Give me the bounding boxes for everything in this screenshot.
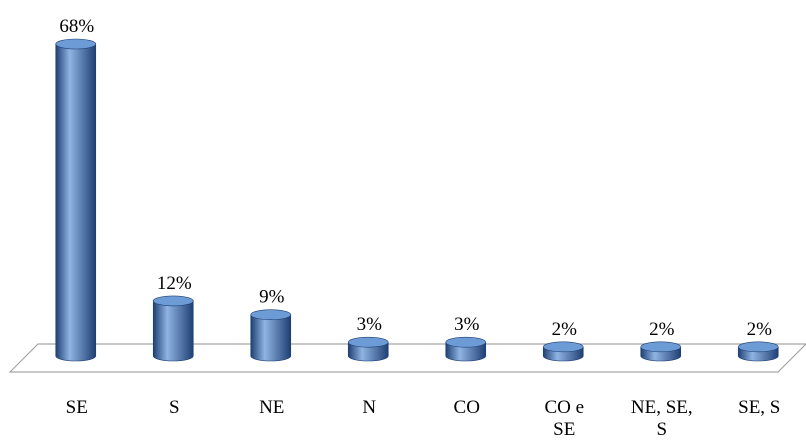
category-label: N (362, 397, 376, 418)
bar (152, 295, 194, 362)
category-label: SE (66, 397, 88, 418)
bars (55, 38, 779, 362)
data-label: 2% (552, 319, 578, 340)
bar-body (347, 341, 389, 362)
data-label: 9% (259, 287, 285, 308)
bar-top (55, 38, 97, 50)
chart-floor (8, 343, 806, 373)
bar-top (542, 341, 584, 353)
data-label: 68% (59, 16, 94, 37)
bar (55, 38, 97, 362)
bar-top (445, 336, 487, 348)
bar (445, 336, 487, 362)
data-label: 2% (747, 319, 773, 340)
bar-top (737, 341, 779, 353)
category-label: S (656, 419, 667, 440)
bar-body (250, 314, 292, 362)
category-label: CO e (544, 397, 584, 418)
category-label: SE (553, 419, 575, 440)
data-labels: 68% 12% 9% 3% 3% 2% 2% 2% (59, 16, 772, 340)
bar-body (55, 43, 97, 362)
bar-top (250, 309, 292, 321)
floor-plane (8, 343, 806, 373)
bar (250, 309, 292, 362)
bar (347, 336, 389, 362)
data-label: 3% (357, 314, 383, 335)
bar-top (152, 295, 194, 307)
bar-body (445, 341, 487, 362)
bar (542, 341, 584, 362)
bar (737, 341, 779, 362)
data-label: 2% (649, 319, 675, 340)
category-label: SE, S (738, 397, 780, 418)
category-label: NE, SE, (631, 397, 693, 418)
data-label: 3% (454, 314, 480, 335)
category-label: S (169, 397, 180, 418)
bar-body (152, 300, 194, 362)
category-label: NE (259, 397, 284, 418)
bar-top (640, 341, 682, 353)
bar (640, 341, 682, 362)
category-label: CO (454, 397, 480, 418)
bar-top (347, 336, 389, 348)
data-label: 12% (157, 273, 192, 294)
